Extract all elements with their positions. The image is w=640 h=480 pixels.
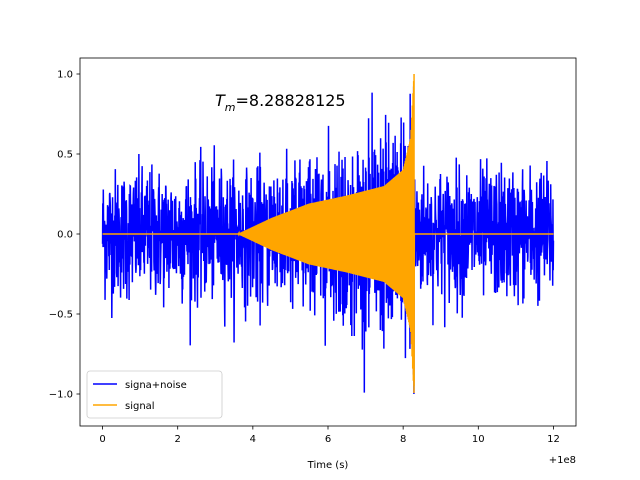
x-axis-offset: +1e8 <box>549 455 576 466</box>
y-tick-label: −1.0 <box>49 390 73 401</box>
annotation-sub: m <box>225 101 236 114</box>
x-tick-label: 0 <box>99 434 105 445</box>
x-tick-label: 6 <box>325 434 331 445</box>
y-tick-label: 0.5 <box>57 150 73 161</box>
legend-label: signa+noise <box>125 380 187 391</box>
x-tick-label: 10 <box>472 434 485 445</box>
x-tick-label: 2 <box>175 434 181 445</box>
legend-label: signal <box>125 401 155 412</box>
y-tick-label: 0.0 <box>57 230 73 241</box>
annotation-tm: Tm=8.28828125 <box>215 91 346 114</box>
series-layer <box>101 74 555 395</box>
legend-box <box>86 370 223 419</box>
annotation-main: T <box>215 91 226 110</box>
x-axis-label: Time (s) <box>307 460 349 471</box>
y-tick-label: 1.0 <box>57 70 73 81</box>
x-tick-label: 4 <box>250 434 256 445</box>
y-tick-label: −0.5 <box>49 310 73 321</box>
annotation-rest: =8.28828125 <box>236 91 346 110</box>
series-signal-line <box>102 81 554 393</box>
axes-layer: 0 2 4 6 8 10 12 −1.0 −0.5 0.0 0.5 1.0 <box>49 57 577 445</box>
x-tick-label: 12 <box>547 434 560 445</box>
x-tick-label: 8 <box>400 434 406 445</box>
legend: signa+noise signal <box>86 370 223 419</box>
